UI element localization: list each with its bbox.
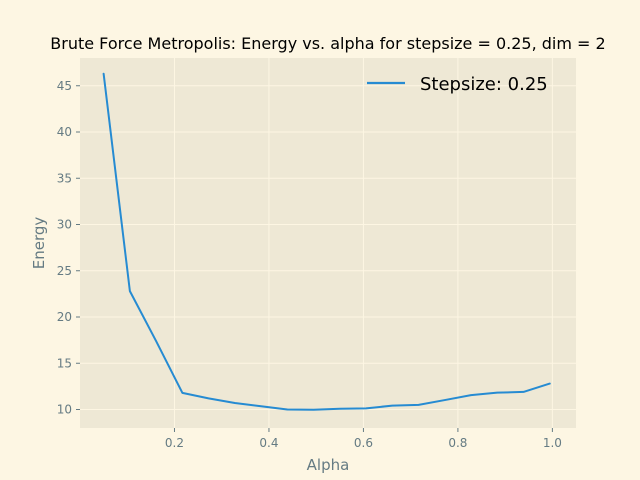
y-axis-label: Energy bbox=[30, 217, 48, 270]
chart-title: Brute Force Metropolis: Energy vs. alpha… bbox=[50, 34, 605, 53]
grid bbox=[80, 58, 576, 428]
y-tick-label: 35 bbox=[57, 171, 72, 185]
y-tick-label: 30 bbox=[57, 218, 72, 232]
y-tick-label: 25 bbox=[57, 264, 72, 278]
x-tick-label: 0.6 bbox=[354, 436, 373, 450]
y-tick-label: 10 bbox=[57, 403, 72, 417]
x-tick-label: 0.4 bbox=[259, 436, 278, 450]
y-axis-ticks: 10 15 20 25 30 35 40 45 bbox=[57, 79, 80, 417]
x-axis-label: Alpha bbox=[307, 456, 350, 474]
series-layer bbox=[102, 72, 551, 411]
y-tick-label: 20 bbox=[57, 310, 72, 324]
series-line bbox=[102, 72, 551, 411]
x-tick-label: 1.0 bbox=[543, 436, 562, 450]
legend: Stepsize: 0.25 bbox=[367, 74, 548, 95]
legend-label: Stepsize: 0.25 bbox=[420, 74, 548, 95]
x-tick-label: 0.2 bbox=[165, 436, 184, 450]
y-tick-label: 40 bbox=[57, 125, 72, 139]
y-tick-label: 15 bbox=[57, 356, 72, 370]
x-axis-ticks: 0.2 0.4 0.6 0.8 1.0 bbox=[165, 428, 562, 450]
x-tick-label: 0.8 bbox=[448, 436, 467, 450]
y-tick-label: 45 bbox=[57, 79, 72, 93]
plot-area bbox=[80, 58, 576, 428]
